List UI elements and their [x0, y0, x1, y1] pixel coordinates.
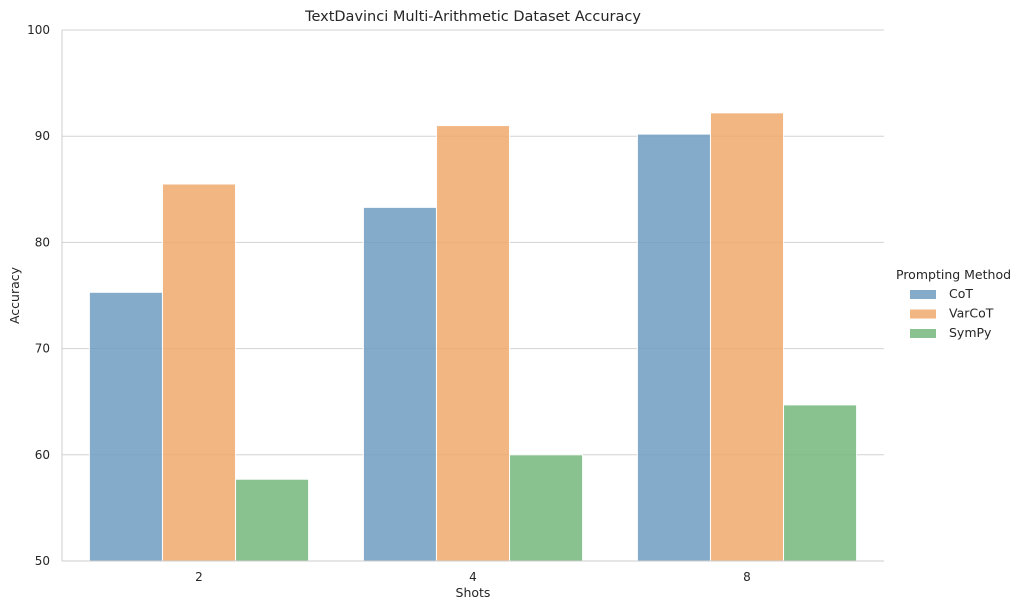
bar-varcot-8: [709, 112, 785, 562]
chart-title: TextDavinci Multi-Arithmetic Dataset Acc…: [304, 9, 641, 25]
y-tick-label: 90: [35, 129, 50, 143]
bars-group: [88, 112, 858, 562]
bar-cot-4: [362, 206, 437, 562]
y-tick-label: 100: [27, 23, 50, 37]
y-tick-label: 70: [35, 342, 50, 356]
legend-label-cot: CoT: [949, 286, 973, 301]
bar-sympy-2: [235, 478, 310, 562]
y-axis-label: Accuracy: [7, 266, 22, 324]
axes-group: 50 60 70 80 90 100 2 4 8: [27, 23, 884, 584]
y-tick-label: 80: [35, 235, 50, 249]
bar-varcot-2: [161, 183, 237, 562]
bar-cot-8: [636, 133, 711, 562]
legend-swatch-varcot: [910, 309, 936, 319]
bar-sympy-4: [509, 454, 584, 562]
x-tick-label: 2: [195, 570, 203, 584]
y-tick-label: 60: [35, 448, 50, 462]
legend-swatch-sympy: [910, 329, 936, 338]
bar-sympy-8: [783, 404, 858, 562]
legend-title: Prompting Method: [896, 267, 1011, 282]
y-tick-label: 50: [35, 554, 50, 568]
x-axis-label: Shots: [456, 585, 491, 600]
legend-label-sympy: SymPy: [949, 325, 992, 340]
x-tick-label: 4: [469, 570, 477, 584]
x-tick-label: 8: [743, 570, 751, 584]
bar-cot-2: [88, 291, 163, 562]
legend-swatch-cot: [910, 290, 936, 299]
legend: Prompting Method CoT VarCoT SymPy: [896, 267, 1011, 340]
legend-label-varcot: VarCoT: [949, 306, 994, 321]
bar-varcot-4: [435, 125, 511, 562]
